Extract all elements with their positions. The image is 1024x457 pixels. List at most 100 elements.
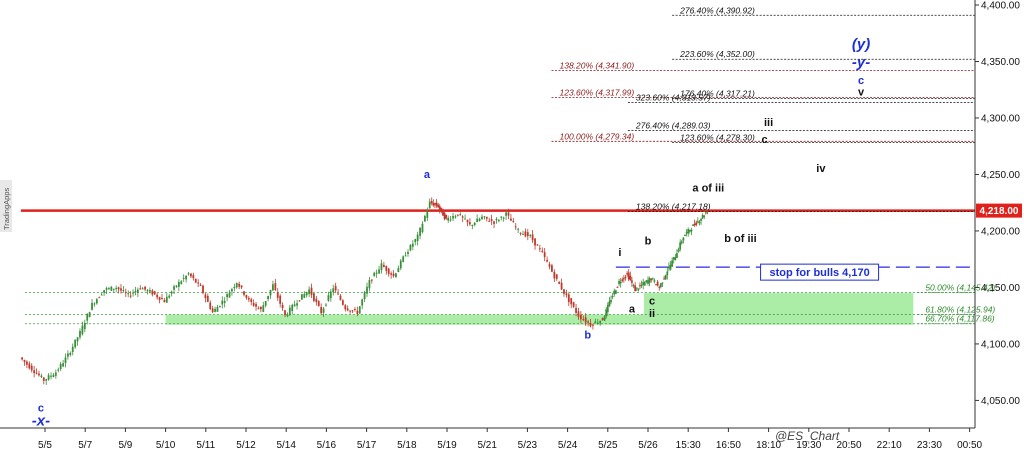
candle [397,265,400,273]
fib-label: 138.20% (4,217.18) [636,202,711,212]
candle [42,376,45,385]
candle-body [438,206,441,210]
candle [613,288,616,297]
support-zone [165,314,644,325]
candle-body [259,306,262,310]
candle [180,279,183,285]
candle [267,295,270,302]
candle [351,309,354,314]
candle-body [478,218,481,221]
candle-body [637,288,640,291]
candle [197,279,200,287]
candle [206,293,209,303]
candle [98,296,101,299]
candle-body [423,215,426,222]
candle-body [197,282,200,284]
candle [257,306,260,310]
candle-body [69,352,72,355]
candle-body [440,207,443,210]
candle-body [117,287,120,290]
candle [679,239,682,252]
candle [315,296,318,306]
candle-body [473,222,476,225]
candle [507,208,510,220]
candle [594,318,597,324]
candle-body [231,289,233,292]
candle-body [122,290,125,292]
candle [93,302,96,307]
candle-body [67,353,69,357]
chart-watermark: @ES_Chart [775,429,840,443]
candle-body [54,372,57,376]
candle [158,296,161,304]
price-candles [21,197,709,385]
candle-body [153,291,156,295]
candle [655,284,657,286]
candle-body [361,299,364,306]
fib-label: 50.00% (4,145.42) [925,283,995,293]
candle-body [190,273,192,277]
candle-body [605,309,608,317]
candle [300,294,303,300]
candle-body [255,304,257,307]
support-zone [643,293,914,325]
candle [71,343,74,356]
candle [291,303,294,315]
x-axis: 5/5 5/7 5/9 5/10 5/11 5/12 5/14 5/16 5/17 5/18 5/1… [0,427,983,451]
candle [411,240,414,251]
candle [651,277,654,281]
x-tick-label: 22:10 [877,440,902,451]
candle [464,214,466,220]
candle [587,319,590,327]
candle-body [411,243,414,247]
candle-body [373,272,376,277]
candle [108,286,110,290]
candle [370,279,373,284]
candle-body [428,201,431,209]
candle [680,239,683,245]
candle-body [642,282,645,285]
candle-body [626,273,628,275]
candle-body [703,215,706,217]
candle [182,274,185,282]
candle-body [93,303,96,305]
candle-body [493,221,495,224]
candle [64,353,67,368]
candle-body [572,302,575,307]
candle-body [684,235,686,237]
candle [526,228,529,241]
candle-body [442,209,444,216]
candle [129,291,132,299]
candle [706,209,709,215]
candle-body [351,310,354,312]
candle-body [327,295,330,301]
last-price-box [976,203,1022,218]
x-tick-label: 5/24 [558,440,578,451]
y-tick-label: 4,050.00 [981,396,1020,407]
candle-body [541,250,544,252]
candle [279,293,282,308]
candle-body [668,266,670,269]
candle-body [387,268,390,274]
x-tick-label: 5/18 [397,440,417,451]
candle-body [695,222,698,226]
candle-body [558,281,561,284]
candle-body [151,290,154,295]
candle-body [247,297,250,300]
candle [124,288,127,297]
candle [233,283,236,292]
candle-body [704,212,707,214]
candle-body [252,302,255,306]
fib-label: 123.60% (4,278.30) [680,132,755,142]
candle [442,208,444,216]
candle-body [471,224,474,226]
candle-body [185,275,188,280]
candle [303,291,306,299]
candle [298,300,301,302]
candle [361,298,364,310]
candle-body [608,301,611,306]
candle [596,318,599,325]
candle-body [356,310,359,314]
candle [614,289,617,295]
candle-body [30,365,33,371]
